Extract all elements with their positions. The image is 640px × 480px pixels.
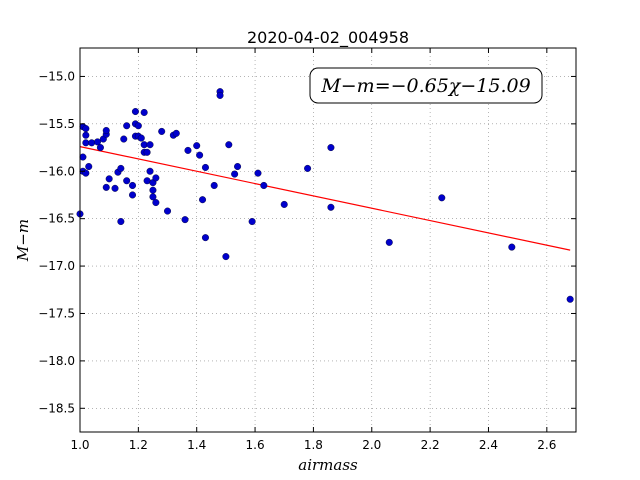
data-point [327, 203, 335, 211]
data-point [201, 163, 209, 171]
data-point [201, 234, 209, 242]
data-point [143, 148, 151, 156]
x-tick-label: 2.4 [479, 438, 498, 452]
axis-ticks: 1.0 1.2 1.4 1.6 1.8 2.0 2.2 2.4 2.6 −15.0 −15.5 −16… [38, 48, 576, 452]
data-point [327, 144, 335, 152]
data-point [158, 127, 166, 135]
data-point [102, 126, 110, 134]
data-point [123, 177, 131, 185]
data-point [152, 199, 160, 207]
data-point [216, 91, 224, 99]
y-tick-label: −15.5 [38, 117, 75, 131]
data-point [82, 139, 90, 147]
data-point [105, 175, 113, 183]
data-point [82, 125, 90, 133]
x-tick-label: 2.0 [362, 438, 381, 452]
data-point [96, 144, 104, 152]
data-point [117, 218, 125, 226]
data-point [508, 243, 516, 251]
y-tick-label: −16.5 [38, 212, 75, 226]
data-point [149, 186, 157, 194]
data-point [129, 191, 137, 199]
data-point [140, 141, 148, 149]
data-point [123, 122, 131, 130]
data-point [181, 216, 189, 224]
data-point [146, 167, 154, 175]
data-point [254, 169, 262, 177]
equation-annotation: M−m=−0.65χ−15.09 [309, 67, 543, 104]
y-tick-label: −16.0 [38, 164, 75, 178]
data-point [199, 196, 207, 204]
data-point [193, 142, 201, 150]
data-point [152, 174, 160, 182]
data-point [146, 141, 154, 149]
data-point [131, 108, 139, 116]
annotation-box [309, 67, 543, 104]
data-point [566, 295, 574, 303]
data-point [82, 131, 90, 139]
data-point [225, 141, 233, 149]
fit-equation: M−m=−0.65χ−15.09 [320, 75, 530, 97]
chart-title: 2020-04-02_004958 [247, 28, 409, 48]
y-tick-label: −15.0 [38, 69, 75, 83]
data-point [117, 164, 125, 172]
plot-frame [79, 47, 577, 433]
y-axis-label: M−m [14, 219, 32, 262]
grid-lines [79, 48, 576, 432]
data-point [143, 177, 151, 185]
data-point [172, 129, 180, 137]
data-point [260, 181, 268, 189]
data-point [149, 193, 157, 201]
x-tick-label: 1.8 [304, 438, 323, 452]
x-axis-label: airmass [298, 456, 358, 474]
data-point [129, 181, 137, 189]
data-point [210, 181, 218, 189]
y-tick-label: −18.5 [38, 401, 75, 415]
data-point [79, 153, 87, 161]
x-tick-label: 1.6 [246, 438, 265, 452]
y-tick-label: −18.0 [38, 354, 75, 368]
data-point [88, 139, 96, 147]
data-point [102, 183, 110, 191]
data-point [438, 194, 446, 202]
y-tick-label: −17.0 [38, 259, 75, 273]
fit-line [79, 146, 571, 251]
x-tick-label: 1.0 [70, 438, 89, 452]
fit-line-group [79, 146, 571, 251]
data-point [140, 108, 148, 116]
data-point [304, 164, 312, 172]
x-tick-label: 1.4 [187, 438, 206, 452]
data-point [94, 138, 102, 146]
data-point [248, 218, 256, 226]
x-tick-label: 2.2 [421, 438, 440, 452]
x-tick-label: 1.2 [129, 438, 148, 452]
data-point [111, 184, 119, 192]
data-point [231, 170, 239, 178]
data-point [85, 163, 93, 171]
data-point [280, 200, 288, 208]
data-point [120, 135, 128, 143]
plot-area [80, 48, 576, 432]
data-point [196, 151, 204, 159]
data-point [134, 122, 142, 130]
y-tick-label: −17.5 [38, 306, 75, 320]
data-point [385, 238, 393, 246]
data-point [222, 253, 230, 261]
data-point [164, 207, 172, 215]
data-point [184, 146, 192, 154]
x-tick-label: 2.6 [537, 438, 556, 452]
data-point [137, 134, 145, 142]
data-points [76, 88, 574, 303]
data-point [234, 163, 242, 171]
